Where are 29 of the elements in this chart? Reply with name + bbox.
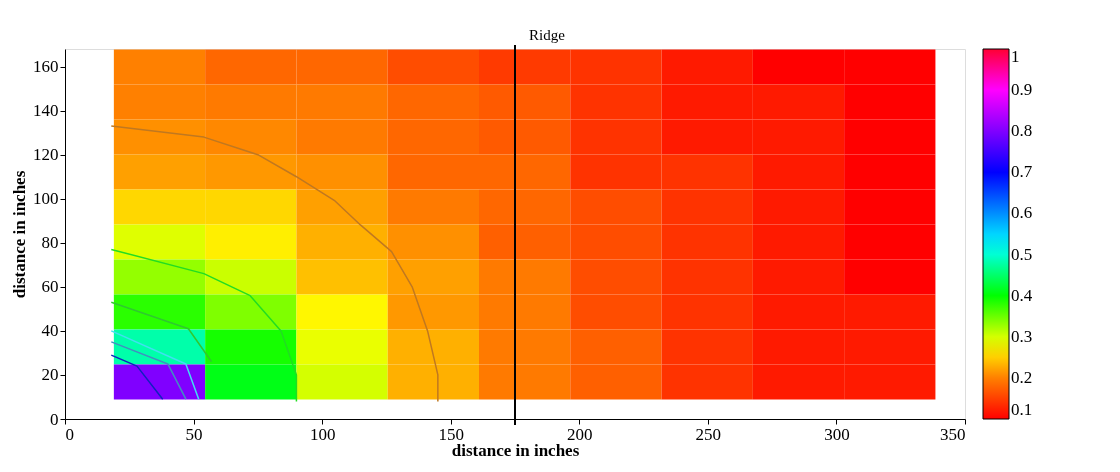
line-series (110, 248, 298, 403)
x-tick-label: 250 (695, 424, 722, 444)
color-bar-label: 0.2 (1011, 367, 1033, 387)
x-tick-label: 300 (824, 424, 850, 444)
x-tick-label: 0 (65, 424, 74, 444)
color-bar-label: 1 (1011, 47, 1020, 66)
color-bar-label: 0.3 (1011, 326, 1033, 346)
x-tick-label: 100 (309, 424, 336, 444)
color-bar-label: 0.8 (1011, 121, 1033, 141)
y-tick-label: 60 (41, 277, 59, 297)
color-bar-label: 0.9 (1011, 80, 1033, 100)
color-bar-label: 0.1 (1011, 400, 1033, 419)
y-tick-label: 140 (33, 101, 59, 121)
y-tick-label: 80 (41, 233, 59, 253)
y-axis-title: distance in inches (10, 170, 29, 299)
color-bar-label: 0.7 (1011, 162, 1033, 182)
color-bar-label: 0.6 (1011, 203, 1033, 223)
y-tick-label: 120 (33, 145, 59, 165)
y-tick-label: 20 (41, 365, 59, 385)
x-tick-label: 350 (940, 424, 966, 444)
x-tick-label: 50 (185, 424, 203, 444)
color-bar-label: 0.4 (1011, 285, 1033, 305)
y-tick-label: 0 (50, 409, 59, 429)
ref-line-label: Ridge (529, 27, 566, 43)
y-tick-label: 40 (41, 321, 59, 341)
y-tick-label: 160 (33, 57, 59, 77)
y-tick-label: 100 (33, 189, 59, 209)
color-bar-label: 0.5 (1011, 244, 1033, 264)
line-series (110, 125, 439, 403)
